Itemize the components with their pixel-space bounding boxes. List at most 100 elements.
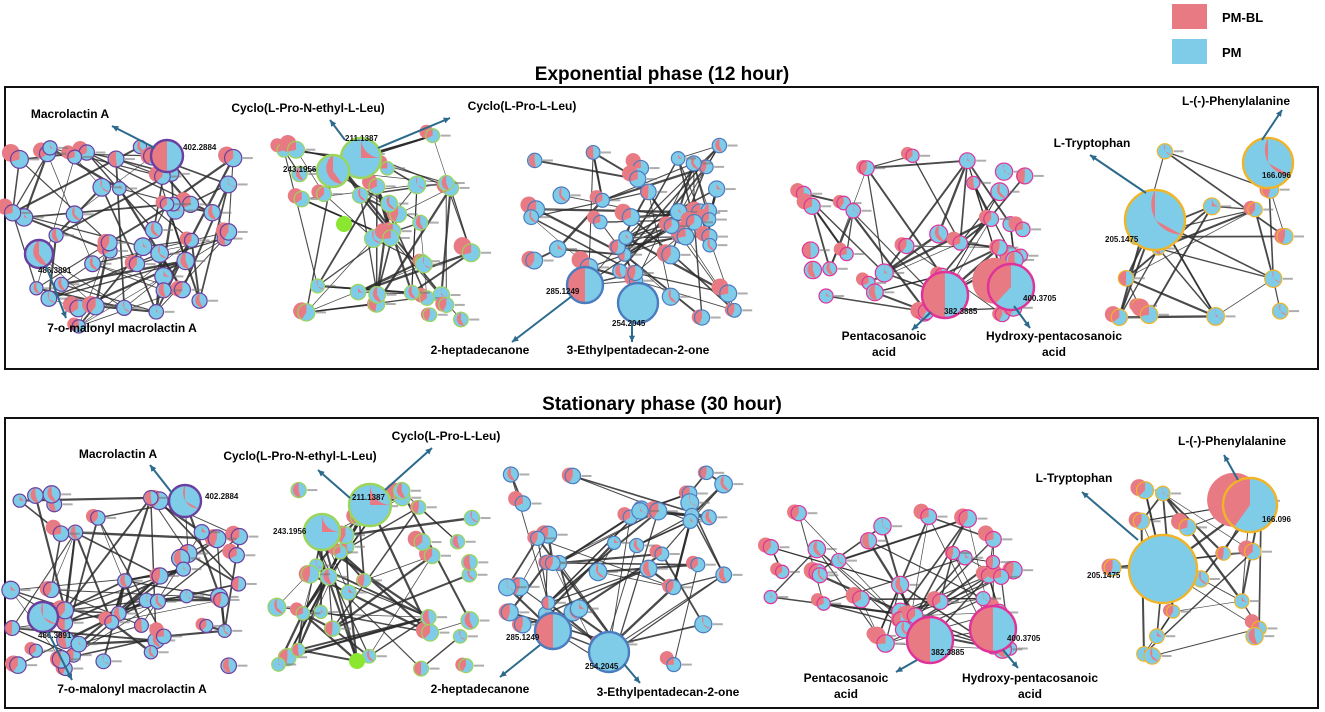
network-node-pm-bl-slice	[529, 209, 537, 223]
node-id-mark	[20, 589, 31, 592]
network-node-ring	[420, 608, 437, 626]
node-id-mark	[608, 221, 619, 224]
network-node	[144, 221, 163, 239]
network-node-pm-bl-slice	[954, 508, 968, 526]
label-cyclo-pro-n-ethyl-leu: Cyclo(L-Pro-N-ethyl-L-Leu)	[231, 101, 384, 115]
network-node	[290, 642, 306, 658]
network-edge	[38, 253, 125, 309]
hub-node-1-pm-bl-slice	[370, 484, 391, 505]
network-node-ring	[217, 623, 232, 639]
node-id-mark	[718, 235, 729, 238]
network-node-pm-bl-slice	[586, 145, 594, 160]
node-id-mark	[428, 221, 439, 224]
network-node-ring	[407, 175, 427, 195]
network-node-pm-bl-slice	[452, 534, 460, 549]
network-node-ring	[992, 568, 1010, 586]
network-node	[319, 567, 338, 586]
network-node	[267, 597, 287, 617]
network-node-ring	[876, 634, 895, 653]
network-node	[588, 562, 608, 582]
network-node	[298, 564, 320, 584]
hub-node-2-ring	[23, 238, 55, 270]
node-id-mark	[1128, 316, 1139, 319]
network-node-ring	[929, 224, 949, 244]
node-id-mark	[111, 186, 122, 189]
node-id-mark	[450, 294, 461, 297]
node-id-mark	[837, 267, 848, 270]
network-node-pm-slice	[708, 181, 725, 198]
network-node	[770, 562, 790, 580]
node-id-mark	[73, 667, 84, 670]
node-id-mark	[174, 203, 185, 206]
network-node-ring	[640, 183, 657, 201]
network-e3: 285.1249 254.2045	[520, 137, 753, 328]
network-node-pm-bl-slice	[1164, 143, 1172, 155]
network-node-ring	[143, 644, 159, 660]
network-e1: 402.2884 486.3891	[0, 138, 253, 334]
node-id-mark	[1150, 520, 1161, 523]
node-id-mark	[949, 600, 960, 603]
network-node	[40, 290, 58, 307]
network-edge	[883, 160, 969, 274]
network-node-pm-bl-slice	[527, 530, 538, 545]
network-node-pm-slice	[314, 605, 328, 619]
network-node-pm-bl-slice	[1241, 593, 1249, 603]
network-node-ring	[666, 657, 682, 673]
network-edge	[411, 184, 418, 293]
network-node	[191, 292, 208, 309]
network-node-pm-bl-slice	[508, 491, 523, 507]
network-node	[787, 504, 807, 522]
node-id-mark	[1000, 561, 1011, 564]
node-id-mark	[1231, 552, 1242, 555]
network-node	[618, 230, 634, 246]
label-cyclo-pro-leu: Cyclo(L-Pro-L-Leu)	[468, 99, 577, 113]
network-node-ring	[990, 182, 1010, 202]
hub-node-2	[1123, 188, 1187, 252]
network-node	[289, 602, 311, 621]
network-node-pm-bl-slice	[279, 134, 297, 152]
node-id-mark	[87, 643, 98, 646]
node-id-mark	[1282, 277, 1293, 280]
network-node	[215, 222, 238, 241]
network-edge	[64, 497, 152, 611]
network-node	[133, 237, 153, 257]
network-node-pm-bl-slice	[787, 504, 799, 520]
network-node	[49, 649, 71, 669]
network-edge	[825, 295, 927, 313]
network-edge	[347, 592, 359, 662]
network-node-pm-bl-slice	[1244, 614, 1260, 629]
network-node-ring	[514, 495, 532, 512]
node-id-mark	[914, 245, 925, 248]
network-node	[714, 474, 733, 494]
network-node-pm-slice	[116, 300, 132, 316]
network-edge	[547, 510, 641, 604]
network-node	[913, 503, 938, 526]
hub-node-1	[167, 483, 203, 519]
exponential-annotations: Macrolactin A 7-o-malonyl macrolactin A …	[31, 94, 1290, 359]
network-node-pm-bl-slice	[222, 657, 231, 674]
network-edge	[770, 596, 909, 616]
node-id-mark	[717, 210, 728, 213]
hub-node-2-pm-bl-slice	[33, 240, 48, 266]
network-node	[81, 295, 105, 316]
network-node-ring	[90, 510, 106, 526]
network-node	[977, 525, 1002, 548]
label-3-ethylpentadecan-2-one: 3-Ethylpentadecan-2-one	[597, 685, 740, 699]
network-edge	[314, 540, 370, 657]
network-node-ring	[526, 152, 543, 169]
network-edge	[623, 158, 679, 256]
network-node	[757, 537, 780, 556]
hub-node-2-pm-bl-slice	[970, 606, 993, 652]
network-node-pm-bl-slice	[1131, 298, 1150, 317]
network-node-pm-bl-slice	[811, 593, 824, 607]
network-node	[1215, 545, 1232, 561]
network-node	[796, 193, 821, 215]
network-node-pm-bl-slice	[72, 206, 81, 221]
network-node-pm-bl-slice	[622, 165, 638, 182]
network-node-pm-bl-slice	[691, 309, 703, 325]
network-node-pm-slice	[154, 267, 173, 286]
network-node-ring	[295, 605, 311, 621]
network-node	[1202, 197, 1221, 216]
node-id-mark	[310, 198, 321, 201]
node-id-mark	[1221, 205, 1232, 208]
